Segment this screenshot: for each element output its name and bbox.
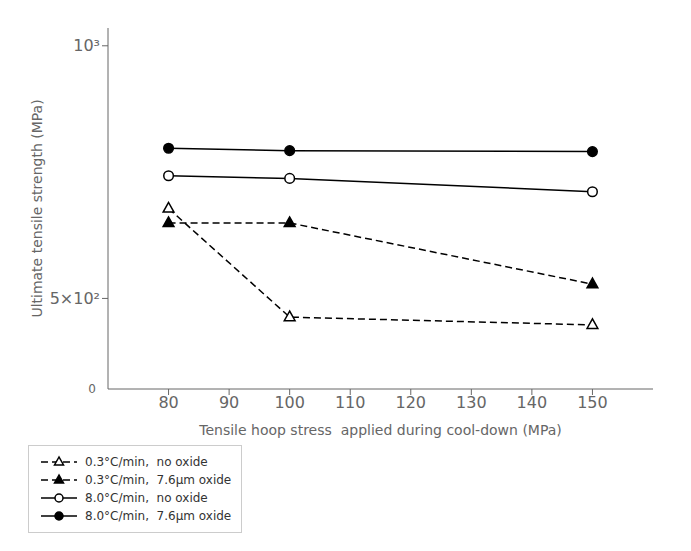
svg-text:90: 90 (219, 393, 239, 412)
svg-text:130: 130 (456, 393, 487, 412)
svg-text:5×10²: 5×10² (50, 289, 100, 308)
svg-text:110: 110 (335, 393, 366, 412)
svg-text:10³: 10³ (73, 36, 100, 55)
html-text:8.0°C/min, no oxide: 8.0°C/min, no oxide (85, 491, 208, 505)
svg-text:140: 140 (517, 393, 548, 412)
svg-text:100: 100 (274, 393, 305, 412)
svg-text:Tensile hoop stress applied d: Tensile hoop stress applied during cool-… (198, 422, 562, 438)
svg-text:0: 0 (88, 382, 96, 396)
svg-text:120: 120 (396, 393, 427, 412)
html-text:0.3°C/min, no oxide: 0.3°C/min, no oxide (85, 455, 208, 469)
html-text:0.3°C/min, 7.6μm oxide: 0.3°C/min, 7.6μm oxide (85, 473, 232, 487)
svg-text:Ultimate tensile strength (MPa: Ultimate tensile strength (MPa) (29, 99, 45, 317)
html-text:8.0°C/min, 7.6μm oxide: 8.0°C/min, 7.6μm oxide (85, 509, 232, 523)
svg-text:150: 150 (577, 393, 608, 412)
svg-text:80: 80 (158, 393, 178, 412)
